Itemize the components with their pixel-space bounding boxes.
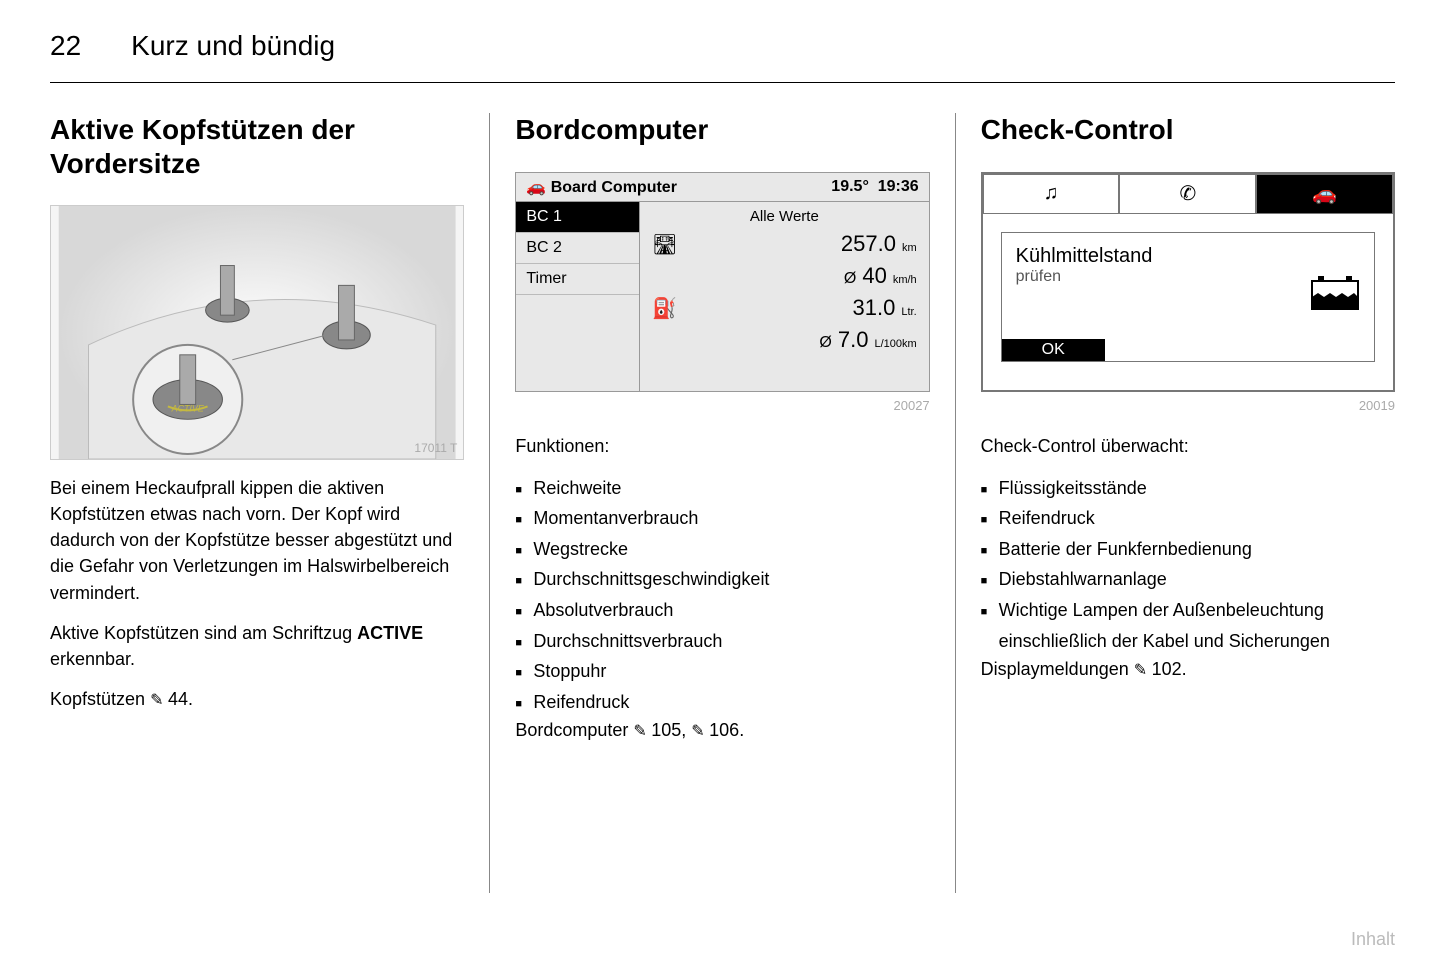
monitor-item: Batterie der Funkfernbedienung xyxy=(981,534,1395,565)
bc-temp-time: 19.5° 19:36 xyxy=(831,178,918,196)
col3-ref: Displaymeldungen ✎ 102. xyxy=(981,656,1395,682)
page-number: 22 xyxy=(50,30,81,62)
bc-avgspeed-unit: km/h xyxy=(893,274,917,286)
bc-values: Alle Werte 🛣 257.0 km Ø 40 km/h ⛽ 31.0 xyxy=(640,202,929,391)
col2-heading: Bordcomputer xyxy=(515,113,929,147)
music-icon: ♫ xyxy=(1044,182,1059,205)
bc-fuel-unit: Ltr. xyxy=(901,306,916,318)
column-headrests: Aktive Kopfstützen der Vordersitze xyxy=(50,113,489,893)
func-item: Reifendruck xyxy=(515,687,929,718)
col2-ref-pages: 105, xyxy=(651,720,691,740)
func-item: Absolutverbrauch xyxy=(515,595,929,626)
road-icon: 🛣 xyxy=(652,232,677,257)
column-checkcontrol: Check-Control ♫ ✆ 🚗 Kühlmittelstand prüf… xyxy=(956,113,1395,893)
active-label-svg: ACTIVE xyxy=(171,404,205,414)
page-header: 22 Kurz und bündig xyxy=(50,30,1395,83)
content-columns: Aktive Kopfstützen der Vordersitze xyxy=(50,113,1395,893)
phone-icon: ✆ xyxy=(1179,181,1196,206)
bc-distance-value: 257.0 xyxy=(841,231,896,257)
coolant-level-icon xyxy=(1310,273,1360,311)
headrest-illustration: ACTIVE 17011 T xyxy=(50,205,464,460)
monitor-item: Diebstahlwarnanlage xyxy=(981,564,1395,595)
func-item: Reichweite xyxy=(515,473,929,504)
bc-avgfuel-prefix: Ø xyxy=(819,334,831,352)
bc-time: 19:36 xyxy=(878,178,919,195)
ref-arrow-icon: ✎ xyxy=(150,692,168,709)
cc-message-box: Kühlmittelstand prüfen OK xyxy=(1001,232,1375,362)
col1-para2-bold: ACTIVE xyxy=(357,623,423,643)
col3-ref-text: Displaymeldungen xyxy=(981,659,1134,679)
board-computer-display: 🚗 Board Computer 19.5° 19:36 BC 1 BC 2 T… xyxy=(515,172,929,392)
bc-menu-bc2[interactable]: BC 2 xyxy=(516,233,639,264)
cc-tab-music[interactable]: ♫ xyxy=(983,174,1120,214)
bc-subtitle: Alle Werte xyxy=(652,208,917,225)
col1-ref-page: 44. xyxy=(168,689,193,709)
bc-menu-timer[interactable]: Timer xyxy=(516,264,639,295)
ref-arrow-icon: ✎ xyxy=(691,723,709,740)
bc-titlebar: 🚗 Board Computer 19.5° 19:36 xyxy=(516,173,928,202)
func-item: Durchschnittsverbrauch xyxy=(515,626,929,657)
func-item: Stoppuhr xyxy=(515,656,929,687)
col2-ref: Bordcomputer ✎ 105, ✎ 106. xyxy=(515,717,929,743)
column-bordcomputer: Bordcomputer 🚗 Board Computer 19.5° 19:3… xyxy=(490,113,954,893)
col1-heading: Aktive Kopfstützen der Vordersitze xyxy=(50,113,464,180)
section-title: Kurz und bündig xyxy=(131,30,335,62)
check-control-display: ♫ ✆ 🚗 Kühlmittelstand prüfen OK xyxy=(981,172,1395,392)
col1-para2-post: erkennbar. xyxy=(50,649,135,669)
col3-heading: Check-Control xyxy=(981,113,1395,147)
col2-ref-text: Bordcomputer xyxy=(515,720,633,740)
bc-avgfuel-unit: L/100km xyxy=(874,338,916,350)
cc-content: Kühlmittelstand prüfen OK xyxy=(983,214,1393,390)
cc-tabs: ♫ ✆ 🚗 xyxy=(983,174,1393,214)
monitor-item: Flüssigkeitsstände xyxy=(981,473,1395,504)
col1-para1: Bei einem Heckaufprall kippen die aktive… xyxy=(50,475,464,605)
bc-avgspeed-value: 40 xyxy=(862,263,886,289)
ref-arrow-icon: ✎ xyxy=(633,723,651,740)
monitors-label: Check-Control überwacht: xyxy=(981,433,1395,459)
figure-id-col3: 20019 xyxy=(981,398,1395,413)
bc-menu: BC 1 BC 2 Timer xyxy=(516,202,640,391)
figure-id-col1: 17011 T xyxy=(414,441,457,455)
ref-arrow-icon: ✎ xyxy=(1134,662,1152,679)
func-item: Momentanverbrauch xyxy=(515,503,929,534)
car-icon: 🚗 xyxy=(526,179,550,196)
col1-ref-text: Kopfstützen xyxy=(50,689,150,709)
col3-ref-page: 102. xyxy=(1152,659,1187,679)
bc-row-avgfuel: Ø 7.0 L/100km xyxy=(652,327,917,353)
cc-msg-sub: prüfen xyxy=(1016,268,1360,286)
functions-list: Reichweite Momentanverbrauch Wegstrecke … xyxy=(515,473,929,718)
bc-row-avgspeed: Ø 40 km/h xyxy=(652,263,917,289)
functions-label: Funktionen: xyxy=(515,433,929,459)
bc-avgspeed-prefix: Ø xyxy=(844,270,856,288)
monitor-item: Wichtige Lampen der Außenbeleuchtung ein… xyxy=(981,595,1395,656)
monitor-item: Reifendruck xyxy=(981,503,1395,534)
col2-ref-pages2: 106. xyxy=(709,720,744,740)
func-item: Wegstrecke xyxy=(515,534,929,565)
bc-title: 🚗 Board Computer xyxy=(526,177,677,197)
footer-inhalt[interactable]: Inhalt xyxy=(1351,929,1395,950)
bc-avgfuel-value: 7.0 xyxy=(838,327,869,353)
bc-temp: 19.5° xyxy=(831,178,869,195)
cc-tab-car[interactable]: 🚗 xyxy=(1256,174,1393,214)
cc-msg-title: Kühlmittelstand xyxy=(1016,245,1360,268)
bc-menu-bc1[interactable]: BC 1 xyxy=(516,202,639,233)
cc-ok-button[interactable]: OK xyxy=(1002,339,1105,361)
fuel-icon: ⛽ xyxy=(652,296,677,321)
bc-fuel-value: 31.0 xyxy=(853,295,896,321)
col1-ref: Kopfstützen ✎ 44. xyxy=(50,686,464,712)
cc-tab-phone[interactable]: ✆ xyxy=(1119,174,1256,214)
figure-id-col2: 20027 xyxy=(515,398,929,413)
func-item: Durchschnittsgeschwindigkeit xyxy=(515,564,929,595)
car-icon: 🚗 xyxy=(1312,181,1337,206)
monitors-list: Flüssigkeitsstände Reifendruck Batterie … xyxy=(981,473,1395,657)
col1-para2-pre: Aktive Kopfstützen sind am Schriftzug xyxy=(50,623,357,643)
bc-row-distance: 🛣 257.0 km xyxy=(652,231,917,257)
bc-title-text: Board Computer xyxy=(551,179,677,196)
bc-distance-unit: km xyxy=(902,242,917,254)
bc-row-fuel: ⛽ 31.0 Ltr. xyxy=(652,295,917,321)
col1-para2: Aktive Kopfstützen sind am Schriftzug AC… xyxy=(50,620,464,672)
